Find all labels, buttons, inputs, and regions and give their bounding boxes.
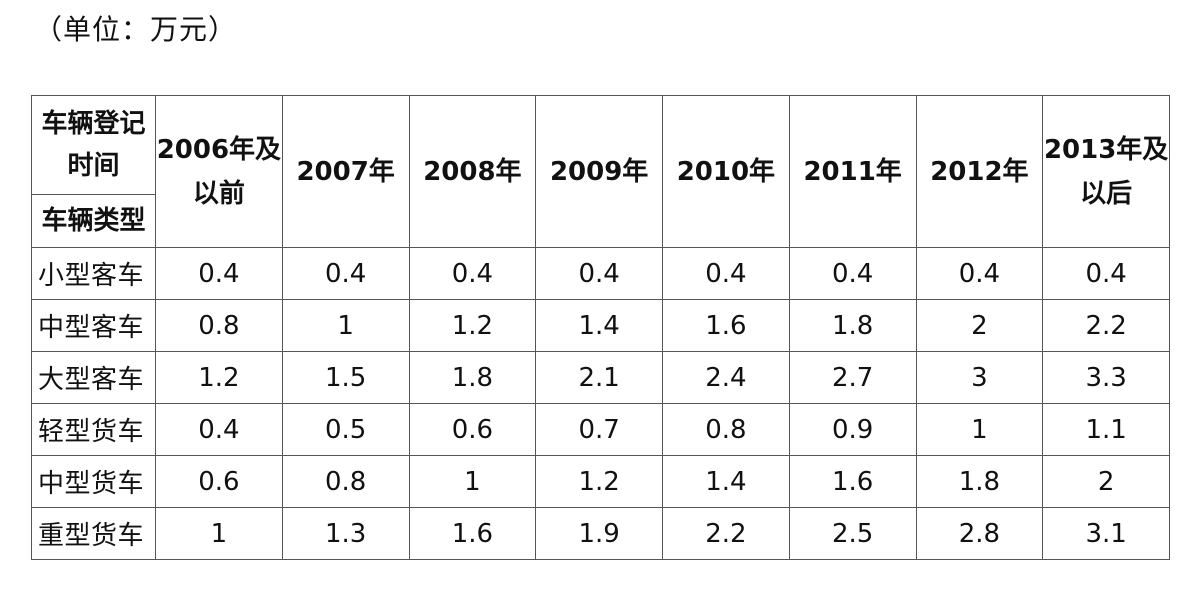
table-cell: 2.2 [662, 507, 790, 560]
table-cell: 0.4 [1042, 247, 1170, 300]
table-cell: 0.8 [662, 403, 790, 456]
table-cell: 0.4 [155, 247, 283, 300]
table-cell: 2.1 [535, 351, 663, 404]
row-label: 重型货车 [31, 507, 156, 560]
table-cell: 1.8 [408, 351, 537, 404]
table-row: 轻型货车 0.4 0.5 0.6 0.7 0.8 0.9 1 1.1 [31, 403, 1170, 456]
table-cell: 2.4 [662, 351, 790, 404]
column-header: 2009年 [535, 95, 663, 248]
table-cell: 0.9 [788, 403, 917, 456]
table-cell: 0.6 [155, 455, 283, 508]
table-row: 中型货车 0.6 0.8 1 1.2 1.4 1.6 1.8 2 [31, 455, 1170, 508]
table-cell: 2.8 [915, 507, 1044, 560]
table-cell: 1.2 [155, 351, 283, 404]
table-cell: 0.4 [662, 247, 790, 300]
table-cell: 1 [915, 403, 1044, 456]
table-cell: 0.8 [155, 299, 283, 352]
column-header: 2007年 [281, 95, 410, 248]
table-row: 重型货车 1 1.3 1.6 1.9 2.2 2.5 2.8 3.1 [31, 507, 1170, 560]
table-cell: 3.1 [1042, 507, 1170, 560]
table-cell: 0.4 [915, 247, 1044, 300]
table-cell: 1.4 [535, 299, 663, 352]
table-cell: 2 [915, 299, 1044, 352]
column-header: 2006年及以前 [155, 95, 283, 248]
column-header: 2010年 [662, 95, 790, 248]
table-cell: 1.2 [408, 299, 537, 352]
table-cell: 1.9 [535, 507, 663, 560]
table-cell: 0.5 [281, 403, 410, 456]
column-header: 2012年 [915, 95, 1044, 248]
table-cell: 1.8 [915, 455, 1044, 508]
table-cell: 0.4 [281, 247, 410, 300]
table-cell: 1.5 [281, 351, 410, 404]
fee-table: 车辆登记时间 2006年及以前 2007年 2008年 2009年 2010年 … [31, 95, 1170, 560]
table-cell: 2.7 [788, 351, 917, 404]
table-cell: 2.2 [1042, 299, 1170, 352]
table-cell: 1.2 [535, 455, 663, 508]
table-cell: 1.6 [662, 299, 790, 352]
table-cell: 0.7 [535, 403, 663, 456]
table-cell: 3 [915, 351, 1044, 404]
table-cell: 2 [1042, 455, 1170, 508]
table-cell: 1 [281, 299, 410, 352]
table-cell: 0.4 [535, 247, 663, 300]
table-cell: 0.8 [281, 455, 410, 508]
table-cell: 1.6 [788, 455, 917, 508]
row-label: 中型货车 [31, 455, 156, 508]
table-cell: 1 [155, 507, 283, 560]
table-cell: 2.5 [788, 507, 917, 560]
column-header: 2008年 [408, 95, 537, 248]
table-row: 中型客车 0.8 1 1.2 1.4 1.6 1.8 2 2.2 [31, 299, 1170, 352]
column-header: 2011年 [788, 95, 917, 248]
table-cell: 0.4 [788, 247, 917, 300]
table-cell: 1.4 [662, 455, 790, 508]
corner-header-registration-time: 车辆登记时间 [31, 95, 156, 195]
table-cell: 0.6 [408, 403, 537, 456]
table-cell: 1.6 [408, 507, 537, 560]
table-cell: 1.8 [788, 299, 917, 352]
table-cell: 0.4 [408, 247, 537, 300]
row-label: 小型客车 [31, 247, 156, 300]
column-header: 2013年及以后 [1042, 95, 1170, 248]
unit-note: （单位：万元） [34, 13, 238, 46]
table-cell: 1.3 [281, 507, 410, 560]
corner-header-vehicle-type: 车辆类型 [31, 194, 156, 248]
row-label: 大型客车 [31, 351, 156, 404]
table-cell: 1 [408, 455, 537, 508]
row-label: 轻型货车 [31, 403, 156, 456]
table-cell: 3.3 [1042, 351, 1170, 404]
table-row: 小型客车 0.4 0.4 0.4 0.4 0.4 0.4 0.4 0.4 [31, 247, 1170, 300]
table-cell: 0.4 [155, 403, 283, 456]
table-row: 大型客车 1.2 1.5 1.8 2.1 2.4 2.7 3 3.3 [31, 351, 1170, 404]
table-cell: 1.1 [1042, 403, 1170, 456]
row-label: 中型客车 [31, 299, 156, 352]
